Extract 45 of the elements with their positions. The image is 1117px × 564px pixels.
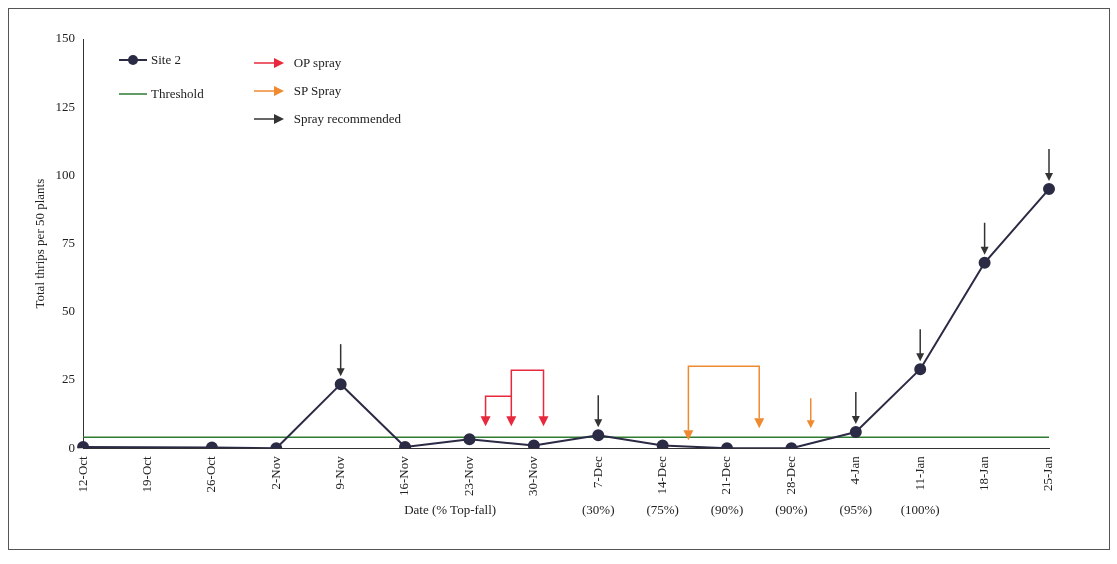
y-tick-label: 25 xyxy=(62,371,76,387)
y-tick-label: 150 xyxy=(55,30,76,46)
point xyxy=(914,363,927,376)
x-tick-label: 23-Nov xyxy=(460,455,476,496)
text: (100%) xyxy=(900,502,940,518)
point xyxy=(849,425,862,438)
point xyxy=(463,433,476,446)
y-axis-title: Total thrips per 50 plants xyxy=(32,178,48,309)
x-tick-label: 18-Jan xyxy=(976,455,992,491)
legend-label: Site 2 xyxy=(151,52,181,68)
x-axis-title: Date (% Top-fall) xyxy=(404,502,497,518)
point xyxy=(592,429,605,442)
x-tick-label: 21-Dec xyxy=(718,456,734,495)
legend-label: Threshold xyxy=(151,86,204,102)
x-tick-label: 25-Jan xyxy=(1040,455,1056,491)
x-tick-label: 16-Nov xyxy=(396,455,412,496)
y-tick-label: 125 xyxy=(55,98,76,114)
x-tick-label: 14-Dec xyxy=(654,456,670,495)
x-tick-label: 4-Jan xyxy=(847,455,863,485)
text: (75%) xyxy=(646,502,679,518)
x-tick-label: 19-Oct xyxy=(138,455,154,493)
annotation: OP spray xyxy=(293,55,342,71)
y-tick-label: 100 xyxy=(55,166,76,182)
x-tick-label: 12-Oct xyxy=(74,455,90,493)
y-tick-label: 50 xyxy=(62,303,76,319)
y-tick-label: 0 xyxy=(68,439,76,455)
x-tick-label: 26-Oct xyxy=(203,455,219,493)
text: (90%) xyxy=(710,502,744,518)
annotation: Spray recommended xyxy=(293,111,401,127)
text: (95%) xyxy=(839,502,873,518)
y-tick-label: 75 xyxy=(62,235,76,251)
x-tick-label: 9-Nov xyxy=(332,455,348,490)
x-tick-label: 2-Nov xyxy=(267,455,283,490)
point xyxy=(334,378,347,391)
point xyxy=(656,439,669,449)
x-tick-label: 30-Nov xyxy=(525,455,541,496)
point xyxy=(527,439,540,449)
point xyxy=(978,256,991,269)
x-tick-label: 28-Dec xyxy=(782,456,798,495)
text: (30%) xyxy=(582,502,615,518)
point xyxy=(1043,183,1055,196)
x-tick-label: 7-Dec xyxy=(589,456,605,489)
text: (90%) xyxy=(775,502,808,518)
annotation: SP Spray xyxy=(293,83,342,99)
x-tick-label: 11-Jan xyxy=(911,455,927,491)
